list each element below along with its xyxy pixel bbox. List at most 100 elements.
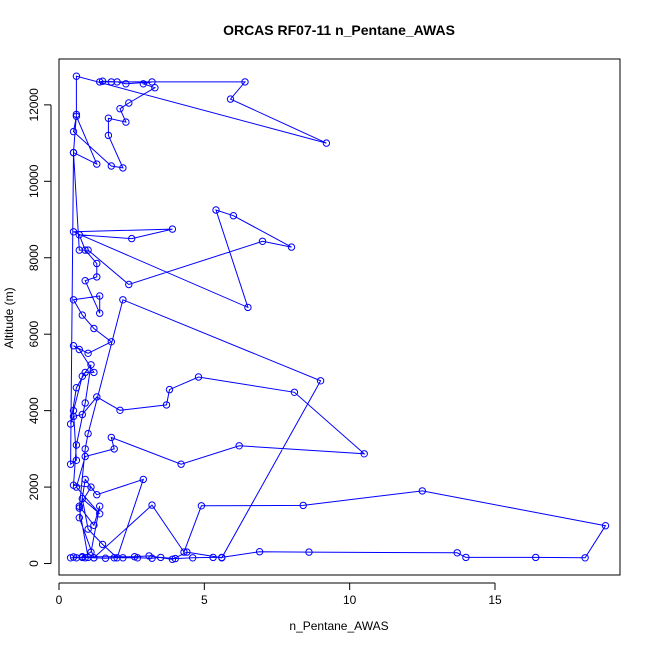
x-tick-label: 5 — [201, 593, 208, 607]
data-point — [122, 80, 130, 88]
data-point — [189, 554, 197, 562]
data-point — [69, 296, 78, 304]
x-tick-label: 15 — [488, 593, 502, 607]
data-point — [322, 139, 331, 147]
data-point — [72, 456, 81, 464]
y-tick-label: 6000 — [27, 321, 41, 348]
data-point — [241, 78, 249, 86]
x-axis: 0 5 10 15 — [56, 582, 502, 607]
y-tick-label: 0 — [27, 560, 41, 567]
data-point — [119, 554, 127, 562]
data-point — [226, 95, 235, 103]
data-point — [101, 554, 110, 562]
data-point — [98, 77, 107, 85]
data-point — [177, 460, 185, 468]
data-point — [180, 548, 188, 556]
data-point — [66, 460, 75, 468]
data-point — [93, 273, 101, 281]
data-point — [581, 554, 589, 562]
y-tick-label: 8000 — [27, 244, 41, 271]
data-point — [75, 246, 84, 254]
data-point — [113, 78, 121, 86]
data-point — [148, 78, 156, 86]
data-point — [72, 110, 81, 119]
data-point — [194, 373, 203, 381]
data-point — [255, 548, 264, 556]
data-point — [218, 554, 226, 562]
data-point — [183, 548, 191, 556]
data-point — [75, 504, 84, 512]
data-point — [78, 494, 87, 503]
data-point — [290, 388, 299, 396]
data-point — [165, 385, 174, 394]
data-point — [87, 361, 95, 369]
data-point — [84, 553, 92, 562]
y-tick-label: 10000 — [27, 164, 41, 198]
data-point — [168, 225, 177, 233]
data-point — [418, 487, 426, 495]
data-point — [116, 105, 124, 113]
data-point — [113, 554, 121, 562]
data-point — [532, 553, 540, 562]
data-point — [90, 368, 98, 377]
data-point — [107, 433, 116, 442]
data-point — [81, 399, 89, 407]
y-tick-label: 2000 — [27, 473, 41, 500]
data-point — [81, 277, 89, 285]
data-point — [171, 554, 180, 563]
data-point — [119, 296, 127, 304]
data-point — [75, 345, 84, 354]
data-point — [209, 553, 217, 562]
data-point — [96, 502, 104, 510]
data-point — [130, 553, 139, 561]
data-point — [69, 342, 78, 350]
data-point — [148, 501, 156, 509]
data-point — [78, 372, 87, 380]
data-point — [107, 338, 116, 346]
data-point — [81, 445, 89, 453]
data-point — [84, 429, 92, 438]
data-point — [90, 554, 98, 562]
data-point — [84, 246, 92, 254]
data-point — [96, 309, 104, 317]
data-point — [78, 553, 87, 561]
y-tick-label: 12000 — [27, 88, 41, 122]
data-point — [110, 445, 118, 453]
data-point — [601, 522, 610, 530]
data-point — [69, 481, 78, 489]
data-point — [93, 160, 101, 168]
data-point — [235, 442, 243, 450]
data-point — [87, 483, 95, 491]
plot-frame — [58, 58, 621, 576]
data-point — [93, 393, 101, 401]
data-point — [66, 420, 75, 428]
data-point — [72, 441, 81, 449]
data-point — [229, 212, 238, 220]
series-line — [70, 75, 607, 560]
data-point — [69, 148, 78, 157]
data-point — [125, 99, 133, 107]
data-point — [84, 525, 92, 533]
data-point — [139, 80, 148, 88]
data-point — [360, 450, 368, 458]
data-point — [258, 237, 267, 246]
data-point — [104, 131, 113, 140]
data-point — [75, 514, 84, 522]
data-point — [110, 554, 118, 562]
data-point — [125, 280, 133, 289]
data-point — [212, 206, 220, 214]
data-point — [81, 452, 89, 461]
data-point — [122, 118, 130, 126]
data-point — [69, 412, 78, 421]
data-point — [69, 127, 78, 136]
y-axis-label: Altitude (m) — [2, 287, 16, 348]
data-point — [287, 243, 296, 251]
data-point — [75, 502, 84, 510]
data-point — [69, 553, 78, 561]
data-point — [119, 164, 127, 172]
data-point — [78, 410, 87, 419]
data-point — [162, 401, 171, 409]
data-point — [299, 501, 307, 510]
